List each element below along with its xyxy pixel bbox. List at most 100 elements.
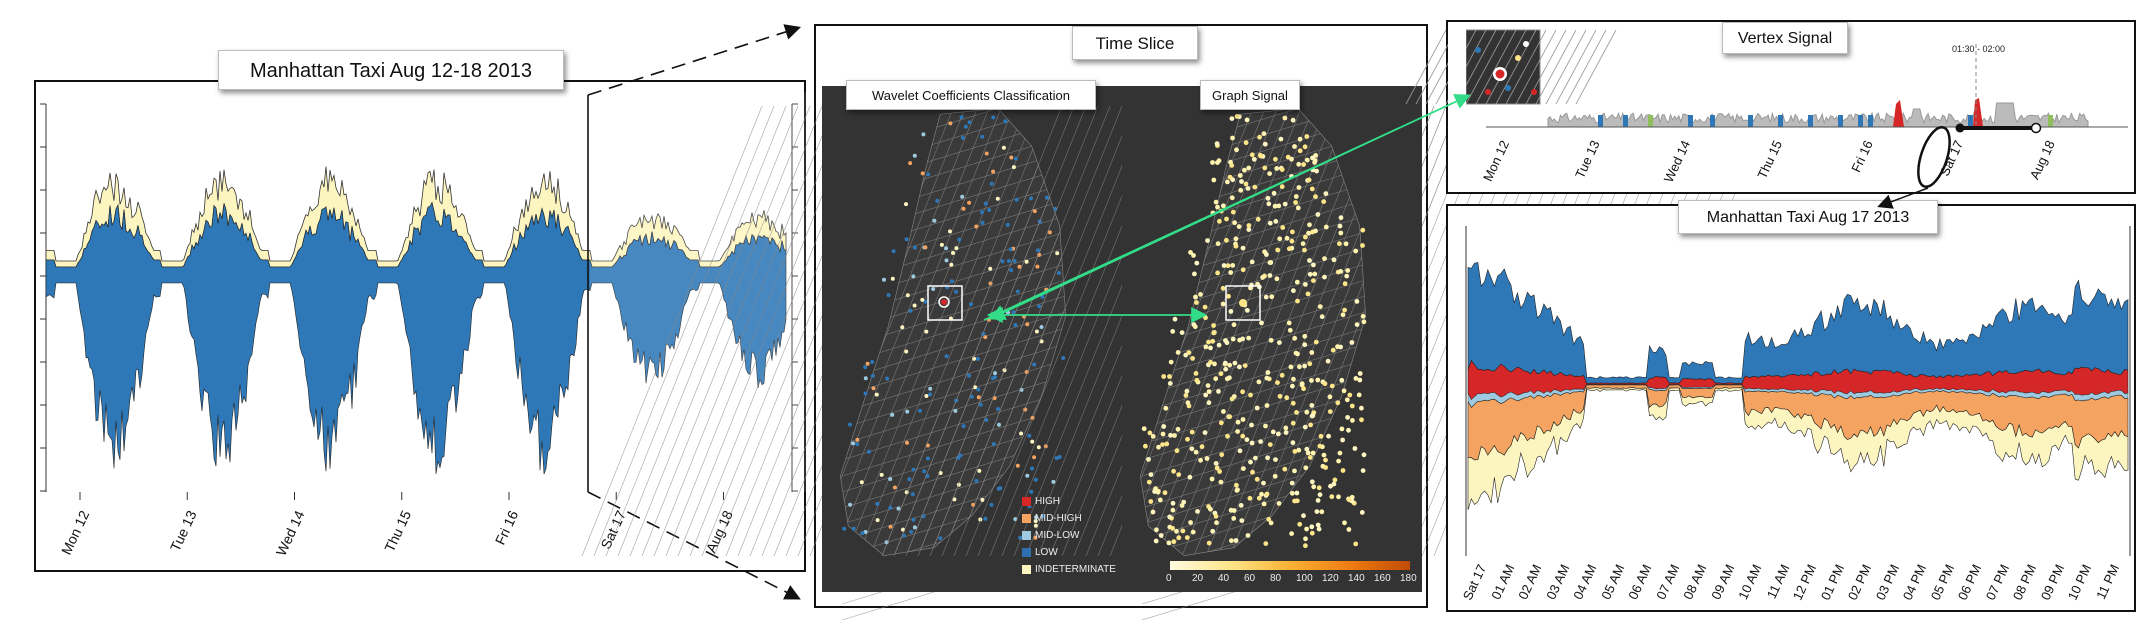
- inset-street: [1535, 29, 1577, 105]
- map-point: [1212, 361, 1217, 367]
- vertex-signal-chart[interactable]: [1405, 22, 2134, 192]
- map-point: [1309, 186, 1315, 192]
- map-point: [1268, 520, 1274, 526]
- map-point: [939, 242, 944, 247]
- map-point: [1277, 236, 1283, 242]
- map-point: [1277, 340, 1282, 345]
- map-point: [1146, 457, 1151, 462]
- map-point: [1340, 468, 1346, 473]
- map-point: [1246, 335, 1252, 341]
- map-point: [1361, 452, 1367, 458]
- map-point: [991, 442, 996, 447]
- map-point: [1335, 344, 1340, 350]
- graph-signal-map[interactable]: [881, 85, 1771, 621]
- map-point: [1360, 468, 1366, 473]
- map-point: [922, 469, 927, 474]
- map-point: [1296, 185, 1302, 190]
- map-point: [1300, 241, 1306, 247]
- wavelet-classification-map[interactable]: [581, 85, 1471, 621]
- vertex-class-bit: [1808, 115, 1813, 127]
- vertex-class-bit: [1623, 115, 1628, 127]
- map-point: [1224, 216, 1229, 222]
- map-point: [1179, 330, 1185, 335]
- map-point: [969, 394, 974, 399]
- map-point: [1301, 162, 1306, 167]
- map-point: [1218, 479, 1224, 485]
- map-point: [1322, 274, 1327, 280]
- map-point: [1170, 500, 1176, 506]
- map-point: [1198, 457, 1203, 463]
- arrow-to-wavelet-map: [989, 95, 1469, 320]
- map-point: [1276, 501, 1282, 506]
- vertex-peak-high: [1893, 100, 1904, 127]
- map-point: [1303, 536, 1308, 542]
- map-point: [848, 502, 853, 507]
- zoom-line-bottom: [587, 491, 801, 600]
- map-point: [1239, 518, 1245, 523]
- map-point: [1252, 184, 1258, 190]
- map-point: [1013, 323, 1018, 327]
- map-point: [1349, 403, 1355, 409]
- map-point: [1013, 156, 1018, 161]
- map-point: [848, 422, 852, 427]
- map-point: [1251, 156, 1257, 162]
- map-point: [1349, 340, 1355, 345]
- map-point: [1192, 324, 1198, 330]
- detail-streamgraph[interactable]: [1448, 206, 2134, 610]
- map-point: [997, 422, 1001, 427]
- map-point: [1317, 492, 1323, 498]
- map-point: [1308, 422, 1313, 428]
- map-point: [1228, 507, 1234, 513]
- map-point: [1326, 433, 1331, 439]
- map-point: [1297, 136, 1303, 142]
- map-point: [1282, 115, 1288, 121]
- map-point: [974, 224, 979, 229]
- map-point: [1302, 363, 1307, 369]
- map-point: [1289, 531, 1294, 536]
- map-point: [1039, 339, 1044, 344]
- map-point: [1211, 177, 1217, 183]
- map-point: [1248, 392, 1253, 398]
- map-point: [1305, 291, 1311, 297]
- detail-title: Manhattan Taxi Aug 17 2013: [1678, 200, 1938, 234]
- legend-label: LOW: [1035, 547, 1058, 558]
- map-point: [1025, 322, 1030, 327]
- map-point: [902, 533, 907, 538]
- map-point: [1174, 528, 1179, 534]
- map-point: [912, 525, 917, 530]
- map-point: [980, 497, 985, 502]
- map-point: [1292, 144, 1297, 149]
- map-point: [1164, 441, 1170, 447]
- map-point: [1264, 491, 1270, 497]
- map-point: [1243, 181, 1249, 187]
- map-point: [1168, 432, 1173, 438]
- map-point: [904, 237, 909, 242]
- map-point: [1293, 194, 1299, 199]
- map-point: [1246, 227, 1252, 233]
- map-point: [1290, 400, 1296, 406]
- map-point: [1163, 405, 1169, 411]
- map-point: [920, 171, 925, 176]
- overview-streamgraph[interactable]: [36, 82, 806, 570]
- inset-street: [1405, 29, 1447, 105]
- map-point: [987, 207, 992, 212]
- map-point: [1262, 165, 1268, 171]
- map-point: [967, 120, 972, 125]
- zoom-line-top: [587, 24, 802, 96]
- map-point: [1361, 319, 1367, 325]
- time-slice-title: Time Slice: [1072, 26, 1198, 60]
- map-point: [980, 210, 984, 215]
- map-point: [1272, 473, 1278, 479]
- vertex-signal-title: Vertex Signal: [1722, 22, 1848, 54]
- map-point: [1034, 515, 1038, 520]
- avenue: [841, 293, 1073, 365]
- map-point: [935, 198, 940, 203]
- colorbar-tick-label: 120: [1322, 573, 1339, 584]
- map-point: [879, 472, 884, 477]
- inset-street: [1515, 29, 1557, 105]
- map-point: [1338, 230, 1344, 236]
- map-point: [923, 299, 928, 304]
- map-point: [1267, 442, 1273, 447]
- street: [641, 105, 823, 557]
